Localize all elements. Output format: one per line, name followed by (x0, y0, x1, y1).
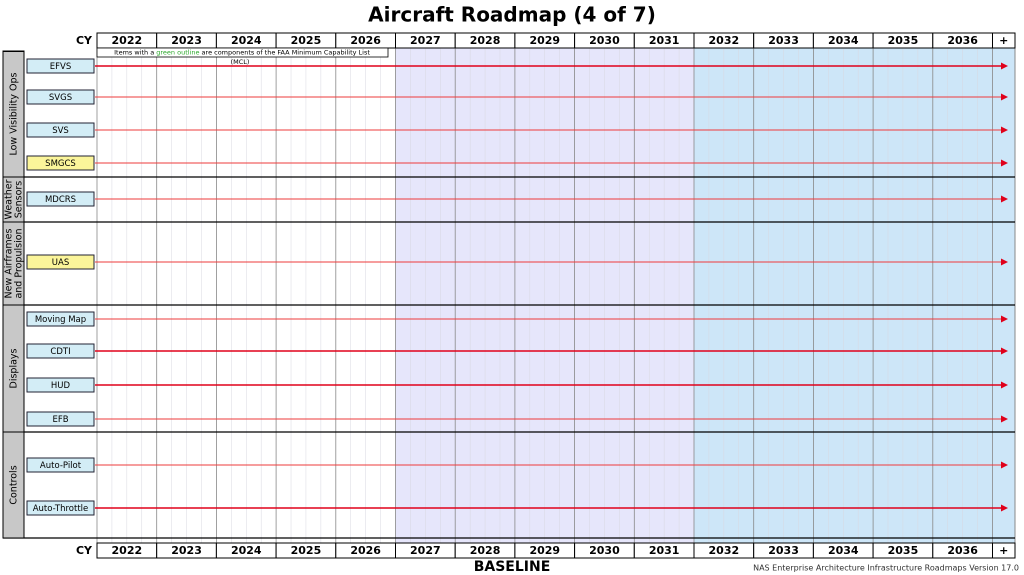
year-label: 2022 (112, 34, 143, 47)
arrow-head (1001, 93, 1008, 101)
year-label: 2023 (171, 34, 202, 47)
footer-right: NAS Enterprise Architecture Infrastructu… (753, 564, 1019, 573)
year-label: 2024 (231, 544, 262, 557)
year-label: + (999, 34, 1008, 47)
year-label: 2034 (828, 34, 859, 47)
arrow-head (1001, 159, 1008, 167)
arrow-head (1001, 461, 1008, 469)
year-cell (992, 32, 1016, 49)
row-label: HUD (51, 381, 71, 391)
year-label: 2027 (410, 34, 441, 47)
group-label: Controls (9, 465, 20, 504)
group-label: and Propulsion (14, 228, 25, 298)
row-label: MDCRS (45, 195, 76, 205)
year-label: 2033 (768, 544, 799, 557)
arrow-head (1001, 126, 1008, 134)
year-label: + (999, 544, 1008, 557)
arrow-head (1001, 347, 1008, 355)
arrow-head (1001, 62, 1008, 70)
year-label: 2028 (470, 544, 501, 557)
row-box (26, 311, 95, 327)
year-label: 2036 (947, 544, 978, 557)
arrow-head (1001, 315, 1008, 323)
year-label: 2032 (709, 544, 740, 557)
group-label-box (2, 431, 25, 539)
year-label: 2029 (529, 34, 560, 47)
year-label: 2034 (828, 544, 859, 557)
year-label: 2030 (589, 544, 620, 557)
period-background (992, 48, 1015, 543)
row-box (26, 58, 95, 74)
row-label: SVS (52, 126, 69, 136)
row-box (26, 457, 95, 473)
group-label: Low Visibility Ops (9, 72, 20, 155)
year-label: 2026 (350, 34, 381, 47)
year-label: 2035 (888, 544, 919, 557)
year-label: 2033 (768, 34, 799, 47)
cy-label: CY (76, 544, 93, 557)
year-label: 2030 (589, 34, 620, 47)
note: Items with a green outline are component… (114, 49, 370, 57)
row-label: Auto-Pilot (40, 461, 82, 471)
row-label: SMGCS (45, 159, 76, 169)
row-label: Auto-Throttle (33, 504, 89, 514)
arrow-head (1001, 381, 1008, 389)
row-box (26, 191, 95, 207)
row-label: SVGS (49, 93, 72, 103)
year-label: 2036 (947, 34, 978, 47)
row-label: EFB (52, 415, 68, 425)
row-box (26, 500, 95, 516)
year-label: 2024 (231, 34, 262, 47)
year-label: 2026 (350, 544, 381, 557)
year-label: 2028 (470, 34, 501, 47)
row-box (26, 411, 95, 427)
row-box (26, 377, 95, 393)
year-label: 2025 (291, 544, 322, 557)
row-box (26, 89, 95, 105)
title: Aircraft Roadmap (4 of 7) (368, 3, 656, 27)
year-label: 2032 (709, 34, 740, 47)
note-highlight: green outline (156, 49, 199, 57)
year-label: 2025 (291, 34, 322, 47)
year-label: 2031 (649, 34, 680, 47)
row-box (26, 343, 95, 359)
year-label: 2027 (410, 544, 441, 557)
note-box (96, 47, 389, 58)
row-label: EFVS (50, 62, 71, 72)
year-label: 2029 (529, 544, 560, 557)
row-label: Moving Map (35, 315, 86, 325)
row-box (26, 155, 95, 171)
arrow-head (1001, 415, 1008, 423)
cy-label: CY (76, 34, 93, 47)
arrow-head (1001, 258, 1008, 266)
arrow-head (1001, 504, 1008, 512)
year-cell (992, 542, 1016, 559)
year-label: 2031 (649, 544, 680, 557)
arrow-head (1001, 195, 1008, 203)
group-label: Displays (9, 348, 20, 388)
group-label: New Airframes (4, 228, 15, 298)
row-label: CDTI (50, 347, 70, 357)
year-label: 2022 (112, 544, 143, 557)
row-label: UAS (52, 258, 69, 268)
row-box (26, 122, 95, 138)
year-label: 2035 (888, 34, 919, 47)
group-label: Weather (4, 179, 15, 219)
note-text: Items with a (114, 49, 156, 57)
note-text: are components of the FAA Minimum Capabi… (199, 49, 370, 57)
footer-center: BASELINE (474, 559, 551, 575)
group-label: Sensors (14, 181, 25, 219)
row-box (26, 254, 95, 270)
group-label-box-top (3, 51, 24, 52)
note-line2: (MCL) (231, 58, 250, 66)
year-label: 2023 (171, 544, 202, 557)
